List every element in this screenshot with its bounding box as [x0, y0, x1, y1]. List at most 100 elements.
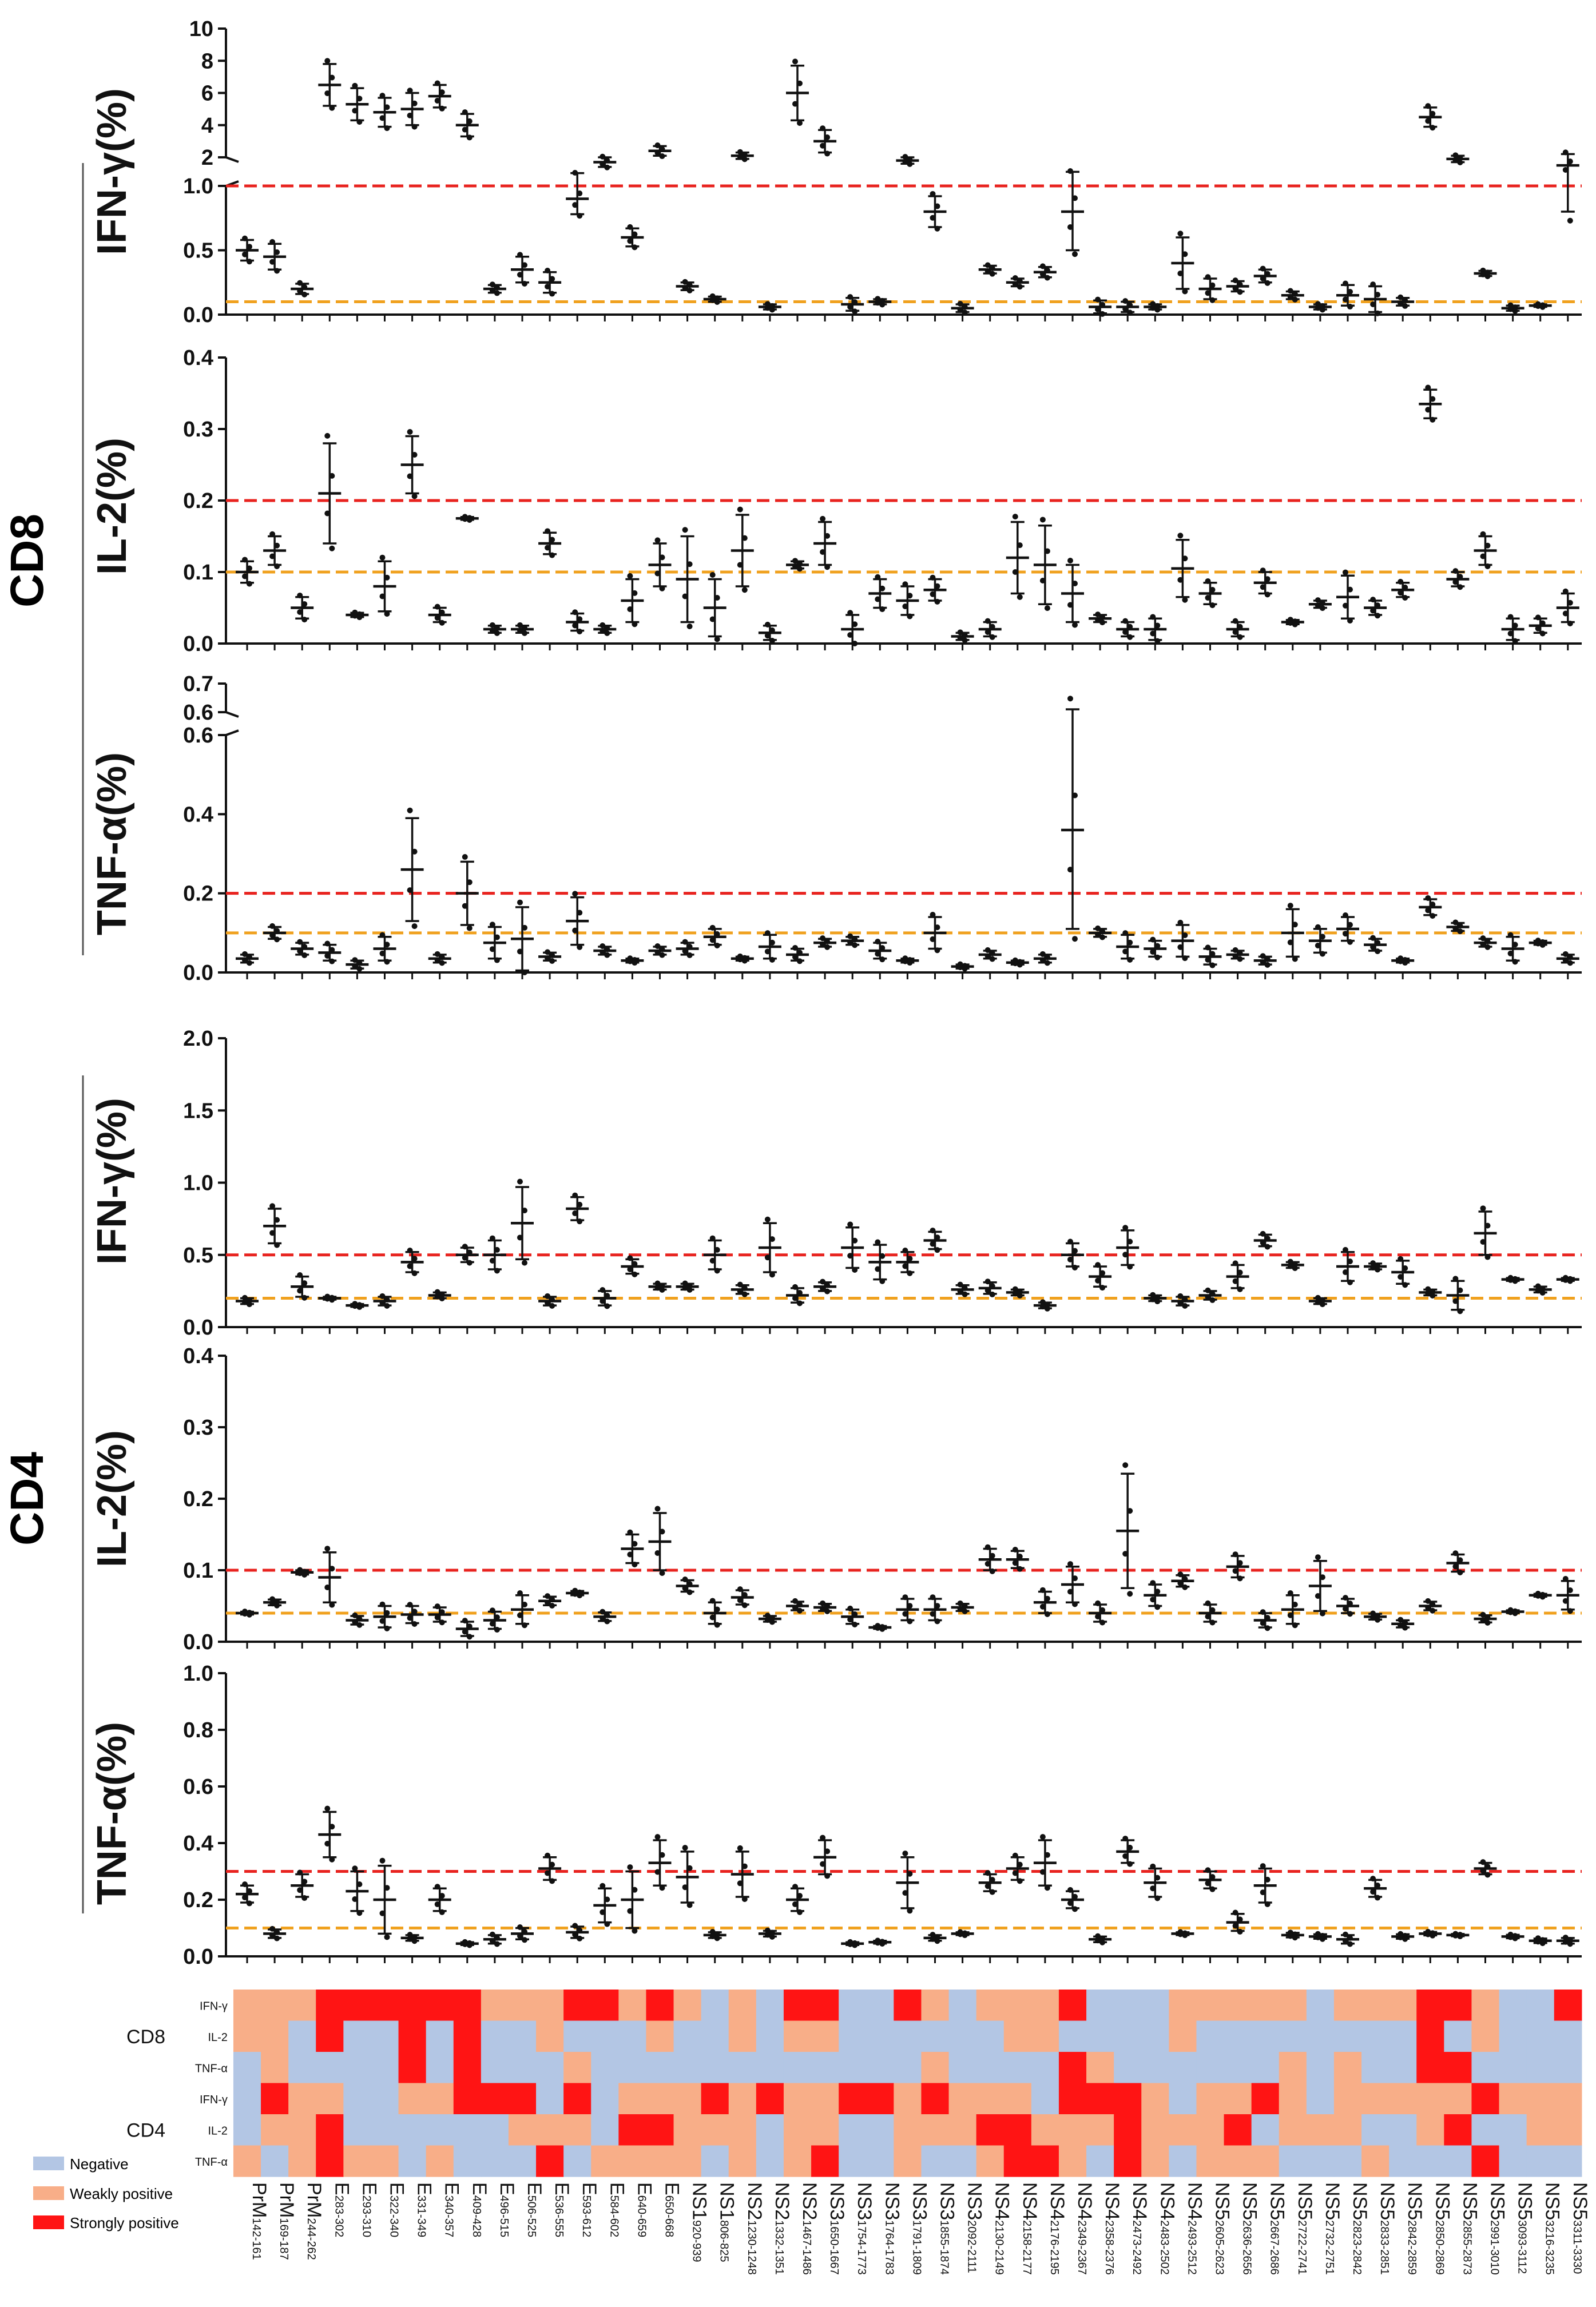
replicate-dot — [329, 545, 335, 551]
y-tick-label: 0.2 — [183, 489, 213, 513]
replicate-dot — [1122, 618, 1129, 624]
legend-negative-swatch — [33, 2157, 64, 2170]
replicate-dot — [1099, 620, 1106, 626]
data-point-43 — [1419, 1286, 1442, 1299]
replicate-dot — [1398, 1934, 1404, 1940]
replicate-dot — [1209, 1619, 1216, 1626]
replicate-dot — [764, 1932, 771, 1938]
y-tick-label: 0.3 — [183, 1416, 213, 1440]
replicate-dot — [714, 931, 720, 937]
replicate-dot — [1177, 1293, 1184, 1299]
heatmap-cell — [591, 2114, 619, 2146]
heatmap-cell — [1389, 2145, 1417, 2177]
replicate-dot — [1452, 919, 1459, 926]
heatmap-cell — [1141, 2145, 1169, 2177]
data-point-30 — [1061, 1561, 1084, 1607]
heatmap-cell — [1499, 2083, 1527, 2115]
replicate-dot — [1044, 1305, 1050, 1312]
data-point-21 — [813, 1278, 837, 1295]
data-point-14 — [621, 224, 644, 251]
y-tick-label: 2 — [201, 146, 213, 170]
replicate-dot — [847, 933, 853, 939]
replicate-dot — [466, 118, 473, 124]
data-point-7 — [428, 951, 451, 966]
replicate-dot — [962, 309, 968, 316]
replicate-dot — [269, 1932, 276, 1939]
replicate-dot — [764, 305, 771, 311]
replicate-dot — [1127, 1861, 1133, 1867]
data-point-2 — [291, 280, 314, 297]
data-point-48 — [1556, 1274, 1579, 1284]
data-point-10 — [511, 1924, 534, 1943]
replicate-dot — [411, 848, 418, 855]
replicate-dot — [714, 1622, 720, 1628]
y-tick-label: 0.0 — [183, 303, 213, 327]
replicate-dot — [1398, 1617, 1404, 1623]
replicate-dot — [1205, 1867, 1211, 1873]
replicate-dot — [792, 1284, 798, 1290]
replicate-dot — [1452, 1276, 1459, 1282]
replicate-dot — [847, 1253, 853, 1259]
replicate-dot — [934, 1234, 940, 1241]
heatmap-cell — [563, 2083, 591, 2115]
replicate-dot — [572, 891, 578, 897]
replicate-dot — [1480, 531, 1486, 537]
replicate-dot — [434, 1603, 440, 1610]
data-point-26 — [951, 1281, 974, 1297]
replicate-dot — [1370, 1610, 1376, 1617]
heatmap-cell — [646, 2052, 674, 2084]
data-point-41 — [1364, 597, 1387, 619]
replicate-dot — [1154, 1299, 1161, 1305]
replicate-dot — [1507, 1934, 1514, 1940]
replicate-dot — [984, 618, 991, 624]
heatmap-cell — [1086, 2114, 1114, 2146]
replicate-dot — [466, 1260, 473, 1266]
replicate-dot — [930, 936, 936, 942]
replicate-dot — [1012, 1291, 1018, 1297]
replicate-dot — [852, 641, 858, 646]
heatmap-cell — [1169, 2114, 1197, 2146]
heatmap-cell — [1058, 2145, 1087, 2177]
replicate-dot — [1205, 1294, 1211, 1300]
replicate-dot — [792, 1295, 798, 1301]
heatmap-cell — [1471, 1990, 1500, 2022]
replicate-dot — [1343, 1246, 1348, 1253]
replicate-dot — [572, 1931, 578, 1937]
data-point-6 — [400, 429, 424, 499]
data-point-48 — [1556, 1576, 1579, 1614]
replicate-dot — [962, 1285, 968, 1291]
replicate-dot — [1292, 1622, 1298, 1629]
data-point-26 — [951, 1600, 974, 1614]
replicate-dot — [1402, 1265, 1408, 1271]
heatmap-cell — [316, 1990, 344, 2022]
replicate-dot — [1512, 942, 1518, 948]
data-point-44 — [1446, 1276, 1470, 1315]
replicate-dot — [324, 952, 331, 959]
replicate-dot — [902, 1851, 908, 1857]
replicate-dot — [1370, 1615, 1376, 1621]
replicate-dot — [577, 190, 583, 197]
data-point-11 — [538, 1293, 562, 1309]
replicate-dot — [517, 948, 523, 955]
replicate-dot — [1154, 622, 1161, 629]
replicate-dot — [1232, 1278, 1238, 1284]
heatmap-cell — [1444, 2020, 1472, 2052]
heatmap-cell — [1086, 2052, 1114, 2084]
replicate-dot — [769, 1933, 775, 1940]
replicate-dot — [549, 1878, 555, 1884]
replicate-dot — [907, 1256, 913, 1262]
panel-cd4_il2: 0.00.10.20.30.4IL-2(%) — [89, 1344, 1582, 1654]
heatmap-cell — [453, 2020, 482, 2052]
replicate-dot — [407, 1602, 413, 1608]
data-point-28 — [1006, 1286, 1029, 1299]
heatmap-cell — [591, 2083, 619, 2115]
replicate-dot — [1095, 1262, 1101, 1268]
replicate-dot — [411, 452, 418, 458]
replicate-dot — [301, 1879, 308, 1885]
replicate-dot — [1205, 1287, 1211, 1293]
data-point-17 — [703, 1235, 726, 1274]
replicate-dot — [741, 1896, 748, 1903]
replicate-dot — [1099, 1939, 1106, 1945]
heatmap-cell — [426, 2052, 454, 2084]
replicate-dot — [824, 1288, 831, 1295]
